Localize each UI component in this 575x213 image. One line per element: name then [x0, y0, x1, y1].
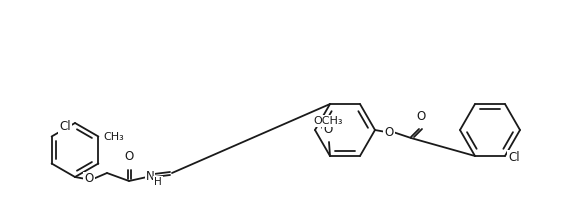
Text: Cl: Cl — [508, 151, 520, 164]
Text: O: O — [384, 125, 394, 138]
Text: O: O — [124, 150, 133, 163]
Text: O: O — [416, 110, 426, 123]
Text: O: O — [323, 123, 332, 136]
Text: Cl: Cl — [59, 121, 71, 134]
Text: OCH₃: OCH₃ — [313, 116, 343, 126]
Text: N: N — [145, 170, 154, 184]
Text: CH₃: CH₃ — [104, 132, 124, 142]
Text: H: H — [154, 177, 162, 187]
Text: O: O — [85, 173, 94, 186]
